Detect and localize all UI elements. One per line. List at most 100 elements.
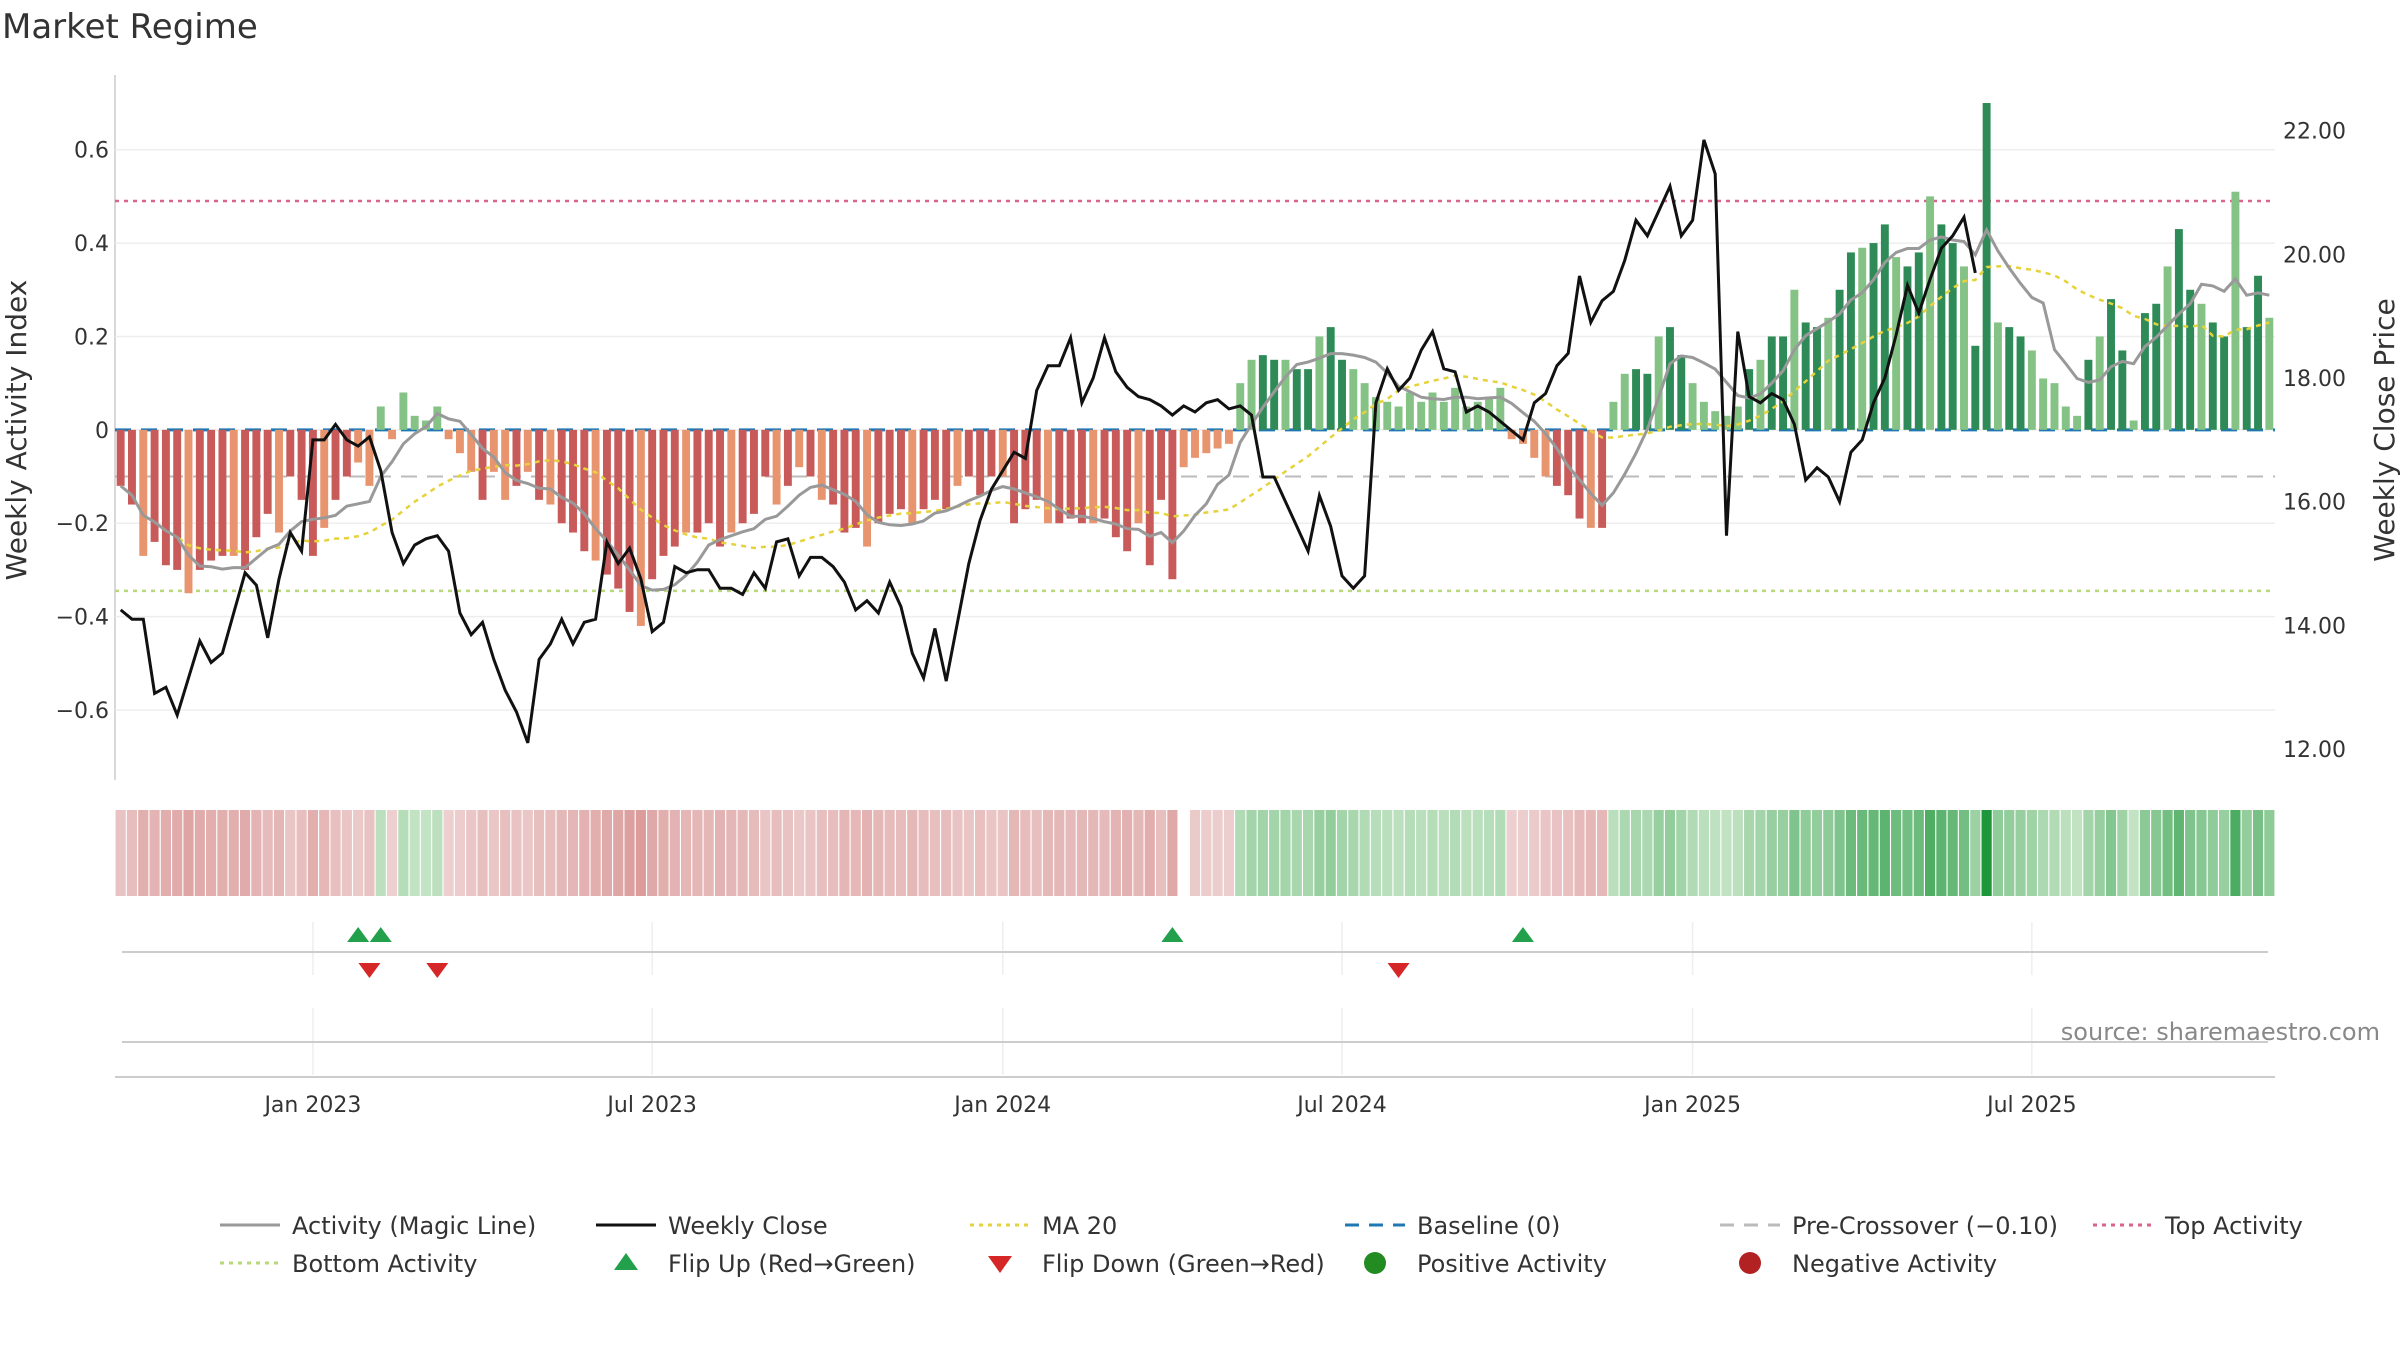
regime-strip-cell bbox=[714, 810, 726, 896]
regime-strip-cell bbox=[2151, 810, 2162, 896]
regime-strip-cell bbox=[703, 810, 714, 896]
left-y-tick-label: −0.4 bbox=[56, 606, 109, 631]
regime-strip-cell bbox=[160, 810, 171, 896]
regime-strip-cell bbox=[1811, 810, 1823, 896]
regime-strip-cell bbox=[2139, 810, 2151, 896]
activity-bar bbox=[1213, 429, 1222, 449]
regime-strip-cell bbox=[2015, 810, 2026, 896]
regime-strip-cell bbox=[1619, 810, 1630, 896]
activity-bar bbox=[1813, 327, 1821, 430]
regime-strip-cell bbox=[228, 810, 239, 896]
activity-bar bbox=[1134, 429, 1143, 524]
regime-strip-cell bbox=[1133, 810, 1144, 896]
regime-strip-cell bbox=[1167, 810, 1178, 896]
activity-bar bbox=[682, 429, 691, 533]
activity-bar bbox=[1224, 429, 1233, 444]
activity-bar bbox=[2242, 327, 2251, 430]
activity-bar bbox=[331, 429, 340, 500]
activity-bar bbox=[1711, 411, 1720, 430]
regime-strip-cell bbox=[1382, 810, 1393, 896]
regime-strip-cell bbox=[1042, 810, 1054, 896]
activity-bar bbox=[173, 429, 182, 570]
regime-strip-cell bbox=[658, 810, 669, 896]
regime-strip-cell bbox=[2060, 810, 2071, 896]
regime-strip-cell bbox=[963, 810, 974, 896]
regime-strip-cell bbox=[884, 810, 895, 896]
activity-bar bbox=[1089, 429, 1098, 524]
regime-strip-cell bbox=[2252, 810, 2264, 896]
activity-bar bbox=[1552, 429, 1561, 486]
activity-bar bbox=[399, 392, 408, 430]
activity-bar bbox=[908, 429, 917, 524]
regime-strip-cell bbox=[1755, 810, 1766, 896]
activity-bar bbox=[1405, 392, 1414, 430]
regime-strip-cell bbox=[1122, 810, 1133, 896]
regime-strip-cell bbox=[353, 810, 364, 896]
regime-strip-cell bbox=[1789, 810, 1800, 896]
regime-strip-cell bbox=[1947, 810, 1958, 896]
activity-bar bbox=[942, 429, 951, 510]
activity-bar bbox=[1507, 429, 1516, 440]
right-y-tick-label: 14.00 bbox=[2283, 614, 2346, 639]
series-lines bbox=[119, 139, 2270, 744]
right-y-ticks: 22.00 20.00 18.00 16.00 14.00 12.00 bbox=[2283, 120, 2346, 763]
flip-markers-panel bbox=[122, 922, 2268, 978]
left-y-tick-label: −0.2 bbox=[56, 512, 109, 537]
activity-bar bbox=[1055, 429, 1064, 524]
activity-bar bbox=[1993, 322, 2002, 430]
activity-bar bbox=[2186, 289, 2195, 430]
regime-strip-cell bbox=[2219, 810, 2230, 896]
legend-item: Baseline (0) bbox=[1345, 1212, 1560, 1240]
regime-strip-cell bbox=[681, 810, 692, 896]
regime-strip-cell bbox=[2072, 810, 2083, 896]
legend: Activity (Magic Line) Weekly Close MA 20 Ba… bbox=[220, 1212, 2303, 1278]
regime-strip-cell bbox=[1653, 810, 1664, 896]
activity-bar bbox=[1745, 369, 1754, 430]
activity-bar bbox=[930, 429, 939, 500]
activity-bar bbox=[1801, 322, 1810, 430]
regime-strip-cell bbox=[1483, 810, 1495, 896]
regime-strip-cell bbox=[1280, 810, 1291, 896]
activity-bar bbox=[1948, 243, 1957, 430]
left-y-tick-label: −0.6 bbox=[56, 699, 109, 724]
legend-label: MA 20 bbox=[1042, 1212, 1117, 1240]
legend-item: Weekly Close bbox=[596, 1212, 828, 1240]
activity-bar bbox=[1632, 369, 1641, 430]
regime-strip-cell bbox=[1540, 810, 1551, 896]
activity-bar bbox=[569, 429, 577, 533]
legend-dot-icon bbox=[1739, 1252, 1761, 1274]
regime-strip-cell bbox=[1212, 810, 1223, 896]
regime-strip-cell bbox=[1529, 810, 1540, 896]
regime-strip-cell bbox=[2128, 810, 2139, 896]
activity-bar bbox=[128, 429, 136, 505]
regime-strip-cell bbox=[1088, 810, 1099, 896]
activity-bar bbox=[1892, 257, 1901, 430]
activity-bar bbox=[1247, 359, 1256, 430]
activity-bar bbox=[1044, 429, 1052, 524]
activity-bar bbox=[150, 429, 159, 542]
legend-item: Top Activity bbox=[2093, 1212, 2303, 1240]
regime-strip-cell bbox=[285, 810, 296, 896]
activity-bar bbox=[1473, 401, 1482, 430]
activity-bar bbox=[1541, 429, 1550, 477]
regime-strip-cell bbox=[1246, 810, 1257, 896]
regime-strip-cell bbox=[873, 810, 884, 896]
activity-bar bbox=[1779, 336, 1788, 430]
activity-bar bbox=[218, 429, 227, 556]
activity-bar bbox=[2208, 322, 2217, 430]
regime-strip-cell bbox=[2083, 810, 2094, 896]
activity-bar bbox=[252, 429, 261, 538]
regime-strip-cell bbox=[183, 810, 194, 896]
x-tick-label: Jul 2023 bbox=[605, 1093, 697, 1118]
activity-bar bbox=[1451, 387, 1460, 430]
regime-strip-cell bbox=[613, 810, 624, 896]
regime-strip-cell bbox=[1201, 810, 1212, 896]
regime-strip-cell bbox=[590, 810, 601, 896]
legend-item: Activity (Magic Line) bbox=[220, 1212, 536, 1240]
activity-bar bbox=[1292, 369, 1301, 430]
activity-bar bbox=[1338, 359, 1346, 430]
regime-strip-cell bbox=[1800, 810, 1811, 896]
regime-strip-cell bbox=[2173, 810, 2184, 896]
activity-bar bbox=[2118, 350, 2127, 430]
